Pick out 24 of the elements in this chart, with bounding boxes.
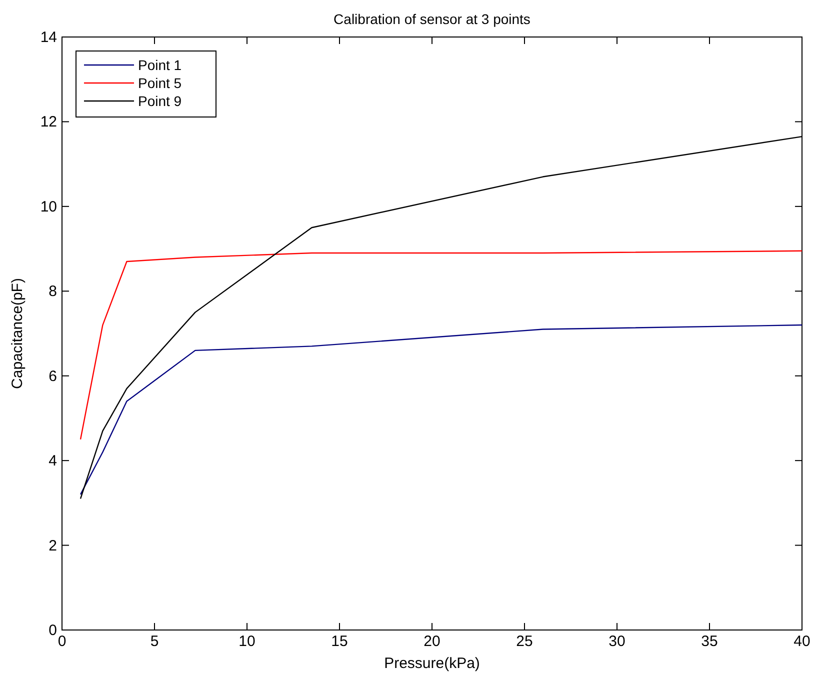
chart-title: Calibration of sensor at 3 points <box>334 11 530 27</box>
y-tick-label: 10 <box>40 198 57 216</box>
legend-label: Point 5 <box>138 75 182 91</box>
y-tick-label: 14 <box>40 29 57 46</box>
line-series <box>80 324 803 496</box>
y-tick-label: 2 <box>48 537 57 554</box>
line-series <box>80 250 803 440</box>
x-tick-label: 40 <box>794 633 810 650</box>
y-tick-label: 6 <box>48 368 57 385</box>
y-tick-label: 0 <box>48 622 57 639</box>
legend-label: Point 9 <box>138 93 182 109</box>
x-tick-label: 25 <box>516 633 533 650</box>
x-tick-label: 5 <box>150 633 159 650</box>
y-tick-label: 4 <box>48 452 57 470</box>
x-tick-label: 10 <box>238 633 256 650</box>
legend-label: Point 1 <box>138 57 182 73</box>
x-tick-label: 15 <box>331 633 348 650</box>
y-axis-title: Capacitance(pF) <box>9 278 26 389</box>
x-tick-label: 30 <box>608 633 626 650</box>
x-tick-label: 35 <box>701 633 718 650</box>
x-tick-label: 20 <box>424 633 440 650</box>
y-tick-label: 8 <box>48 283 57 300</box>
x-axis-title: Pressure(kPa) <box>384 655 480 672</box>
y-tick-label: 12 <box>40 114 57 131</box>
